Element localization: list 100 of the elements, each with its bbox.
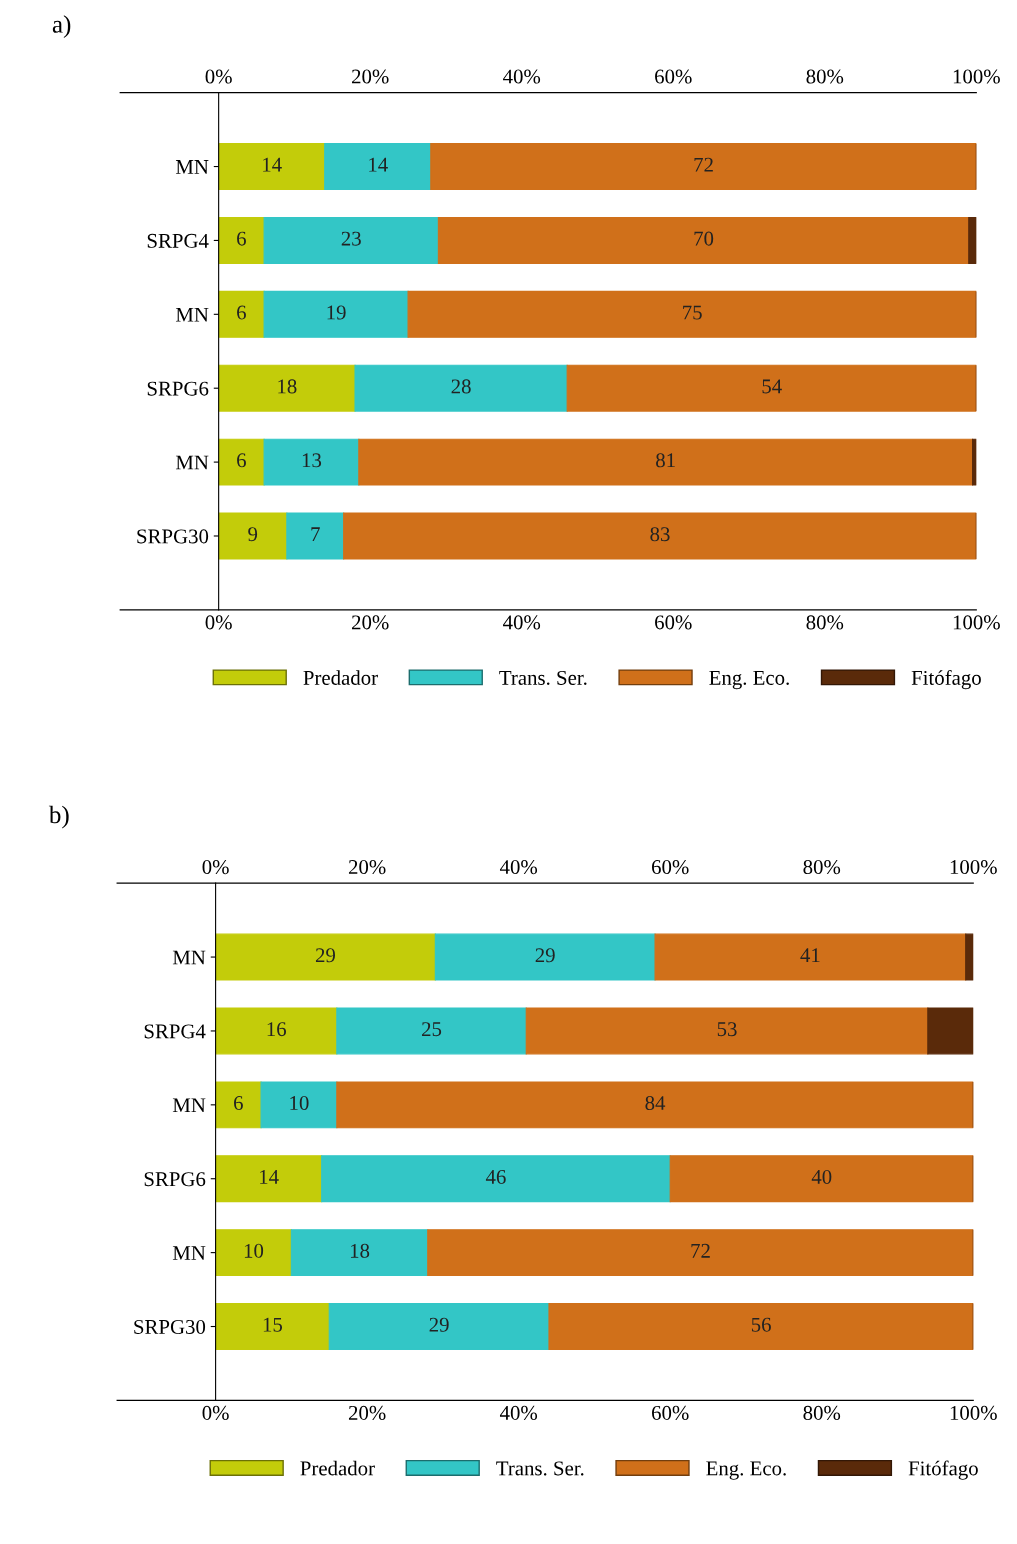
data-label: 81	[656, 453, 675, 468]
bar	[218, 290, 265, 338]
bar	[263, 216, 439, 264]
bar	[218, 438, 265, 486]
data-label: 10	[290, 1096, 309, 1111]
data-label: 53	[717, 1022, 737, 1037]
y-tick-label: MN	[172, 1098, 206, 1113]
data-label: 40	[811, 1169, 832, 1184]
bar	[263, 290, 409, 338]
legend-label: Eng. Eco.	[706, 1461, 786, 1480]
bar	[215, 1007, 338, 1055]
legend-label: Eng. Eco.	[709, 671, 789, 690]
chart-title: b)	[48, 805, 69, 829]
x2-tick-label: 60%	[652, 860, 689, 875]
y-tick-label: SRPG6	[147, 381, 209, 396]
data-label: 6	[237, 231, 246, 246]
data-label: 16	[267, 1022, 287, 1037]
data-label: 7	[311, 527, 320, 541]
legend-label: Trans. Ser.	[499, 670, 587, 685]
bar	[324, 143, 432, 190]
bar	[669, 1155, 974, 1203]
data-label: 54	[762, 379, 782, 394]
data-label: 46	[485, 1169, 506, 1184]
y-tick-label: MN	[175, 455, 209, 470]
bar	[437, 216, 970, 264]
bar	[968, 216, 977, 264]
data-label: 84	[645, 1096, 666, 1111]
x2-tick-label: 20%	[348, 860, 386, 875]
legend-label: Fitófago	[911, 670, 981, 690]
data-label: 13	[302, 453, 322, 468]
bar	[654, 933, 967, 981]
bar	[927, 1007, 974, 1055]
legend-label: Predador	[300, 1460, 375, 1476]
data-label: 72	[694, 157, 713, 172]
bar	[434, 933, 656, 981]
y-tick-label: MN	[175, 307, 209, 322]
x-tick-label: 20%	[352, 615, 389, 630]
y-tick-label: SRPG6	[144, 1172, 206, 1187]
x2-tick-label: 80%	[803, 860, 841, 875]
x2-tick-label: 100%	[953, 69, 1000, 84]
data-label: 6	[237, 453, 246, 468]
y-tick-label: SRPG4	[147, 233, 209, 248]
legend-label: Fitófago	[908, 1460, 978, 1480]
data-label: 18	[278, 379, 297, 394]
x-tick-label: 80%	[806, 615, 844, 630]
bar	[548, 1303, 974, 1350]
data-label: 25	[422, 1022, 442, 1037]
bar	[260, 1081, 338, 1129]
y-tick-label: SRPG30	[137, 529, 209, 544]
bar	[336, 1007, 527, 1055]
chart-title: a)	[52, 15, 71, 38]
bar	[215, 1229, 292, 1277]
bar	[566, 364, 977, 412]
x2-tick-label: 40%	[503, 69, 541, 84]
x2-tick-label: 0%	[202, 860, 229, 875]
legend-label: Predador	[303, 670, 378, 685]
bar	[290, 1229, 429, 1277]
bar	[328, 1303, 550, 1350]
y-tick-label: SRPG30	[134, 1319, 206, 1334]
x-tick-label: 40%	[503, 615, 541, 630]
x2-tick-label: 100%	[950, 860, 997, 875]
x2-tick-label: 40%	[499, 860, 538, 875]
legend-label: Trans. Ser.	[496, 1461, 584, 1476]
bar	[354, 364, 568, 412]
x2-tick-label: 60%	[655, 69, 692, 84]
data-label: 29	[315, 948, 336, 963]
bar	[427, 1229, 974, 1277]
bar	[218, 216, 265, 264]
x-tick-label: 60%	[652, 1405, 689, 1420]
x-tick-label: 80%	[803, 1405, 841, 1420]
x-tick-label: 0%	[202, 1405, 229, 1420]
x-tick-label: 60%	[655, 615, 692, 630]
bar	[215, 1155, 323, 1203]
data-label: 23	[341, 231, 361, 246]
x-tick-label: 20%	[348, 1405, 386, 1420]
bar	[336, 1081, 974, 1129]
data-label: 6	[234, 1096, 243, 1111]
data-label: 72	[691, 1243, 710, 1258]
data-label: 15	[263, 1317, 283, 1332]
data-label: 41	[800, 948, 820, 963]
x-tick-label: 0%	[205, 615, 232, 630]
y-tick-label: MN	[172, 1246, 206, 1260]
data-label: 75	[683, 305, 702, 320]
x2-tick-label: 0%	[205, 69, 232, 84]
data-label: 28	[451, 379, 471, 394]
data-label: 14	[369, 157, 388, 172]
bar	[965, 933, 974, 981]
x2-tick-label: 80%	[806, 69, 844, 84]
y-tick-label: SRPG4	[144, 1024, 206, 1039]
bar	[286, 512, 345, 560]
bar	[218, 364, 356, 412]
y-tick-label: MN	[175, 160, 209, 174]
bar	[263, 438, 360, 486]
data-label: 14	[260, 1169, 279, 1184]
data-label: 70	[694, 231, 714, 246]
data-label: 10	[244, 1243, 264, 1258]
bar	[407, 290, 977, 338]
bar	[218, 143, 326, 190]
bar	[215, 933, 436, 981]
data-label: 9	[248, 527, 258, 542]
